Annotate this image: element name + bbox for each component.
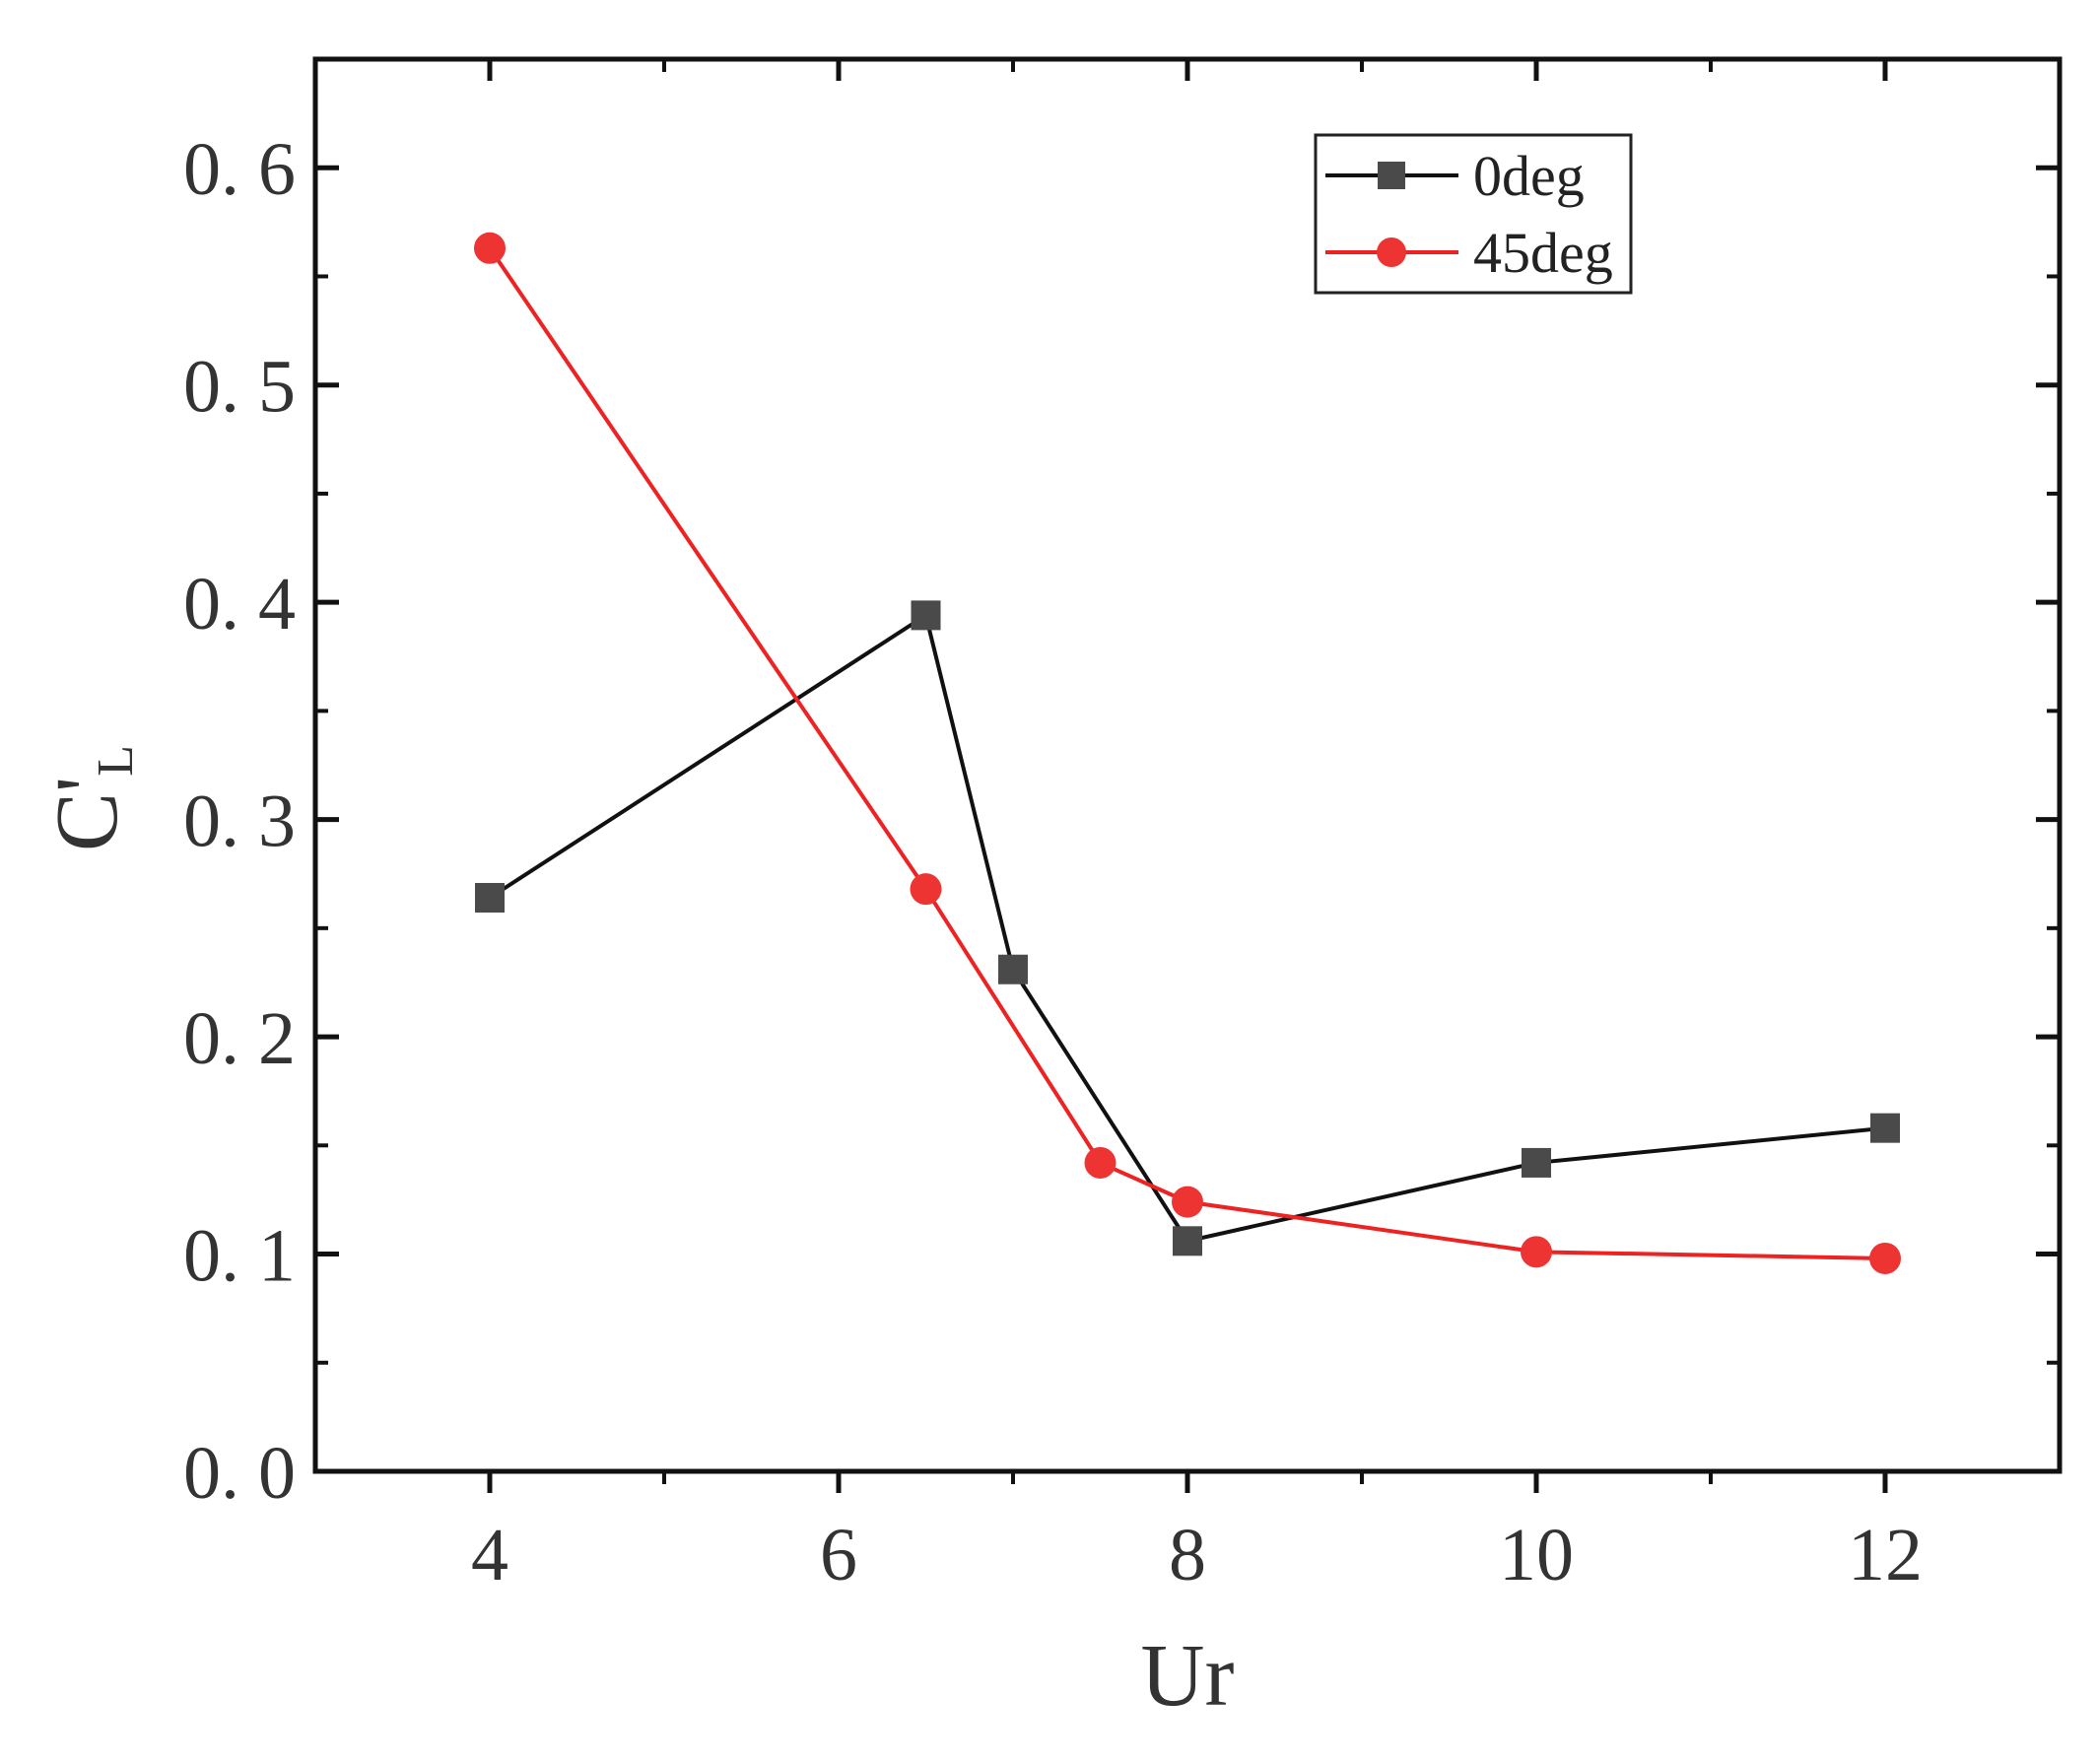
y-axis-title-main: C' [38, 777, 136, 851]
y-tick-label: 0. 2 [183, 997, 296, 1080]
x-axis-ticks: 4 6 8 10 12 [471, 59, 1923, 1596]
series-markers [474, 232, 1901, 1274]
y-tick-label: 0. 6 [183, 128, 296, 211]
y-axis-ticks: 0. 0 0. 1 0. 2 0. 3 0. 4 0. 5 0. 6 [183, 128, 2060, 1515]
legend-label-0deg: 0deg [1473, 144, 1585, 208]
series-line-45deg [488, 246, 1886, 1260]
x-tick-label: 12 [1848, 1514, 1923, 1596]
data-point-45deg [1084, 1146, 1117, 1179]
x-tick-label: 6 [820, 1514, 857, 1596]
data-point-0deg [1522, 1147, 1551, 1178]
x-tick-label: 4 [471, 1514, 508, 1596]
y-tick-label: 0. 3 [183, 780, 296, 863]
y-tick-label: 0. 4 [183, 563, 296, 645]
y-tick-label: 0. 1 [183, 1215, 296, 1298]
data-point-0deg [1870, 1113, 1900, 1143]
data-point-45deg [910, 873, 942, 906]
data-point-45deg [1869, 1242, 1901, 1274]
data-point-45deg [474, 232, 506, 264]
y-tick-label: 0. 0 [183, 1432, 296, 1515]
plot-border [312, 56, 2063, 1474]
y-axis-title: C'L [38, 745, 144, 851]
data-point-45deg [1521, 1236, 1552, 1268]
svg-text:C'L: C'L [38, 745, 144, 851]
data-point-45deg [1172, 1186, 1203, 1218]
legend-box [1314, 133, 1633, 295]
data-point-0deg [911, 600, 941, 631]
legend: 0deg 45deg [1314, 133, 1633, 295]
data-point-0deg [1173, 1226, 1202, 1256]
y-tick-label: 0. 5 [183, 346, 296, 429]
data-point-0deg [475, 882, 505, 913]
legend-label-45deg: 45deg [1473, 221, 1613, 285]
x-tick-label: 8 [1169, 1514, 1206, 1596]
y-axis-title-subscript: L [88, 745, 144, 777]
series-lines [488, 246, 1886, 1260]
legend-marker-45deg [1377, 237, 1406, 267]
x-axis-title: Ur [1141, 1627, 1235, 1725]
data-point-0deg [998, 954, 1028, 984]
plot-frame [312, 56, 2063, 1474]
legend-marker-0deg [1378, 162, 1405, 189]
series-line-0deg [488, 612, 1886, 1244]
x-tick-label: 10 [1499, 1514, 1574, 1596]
